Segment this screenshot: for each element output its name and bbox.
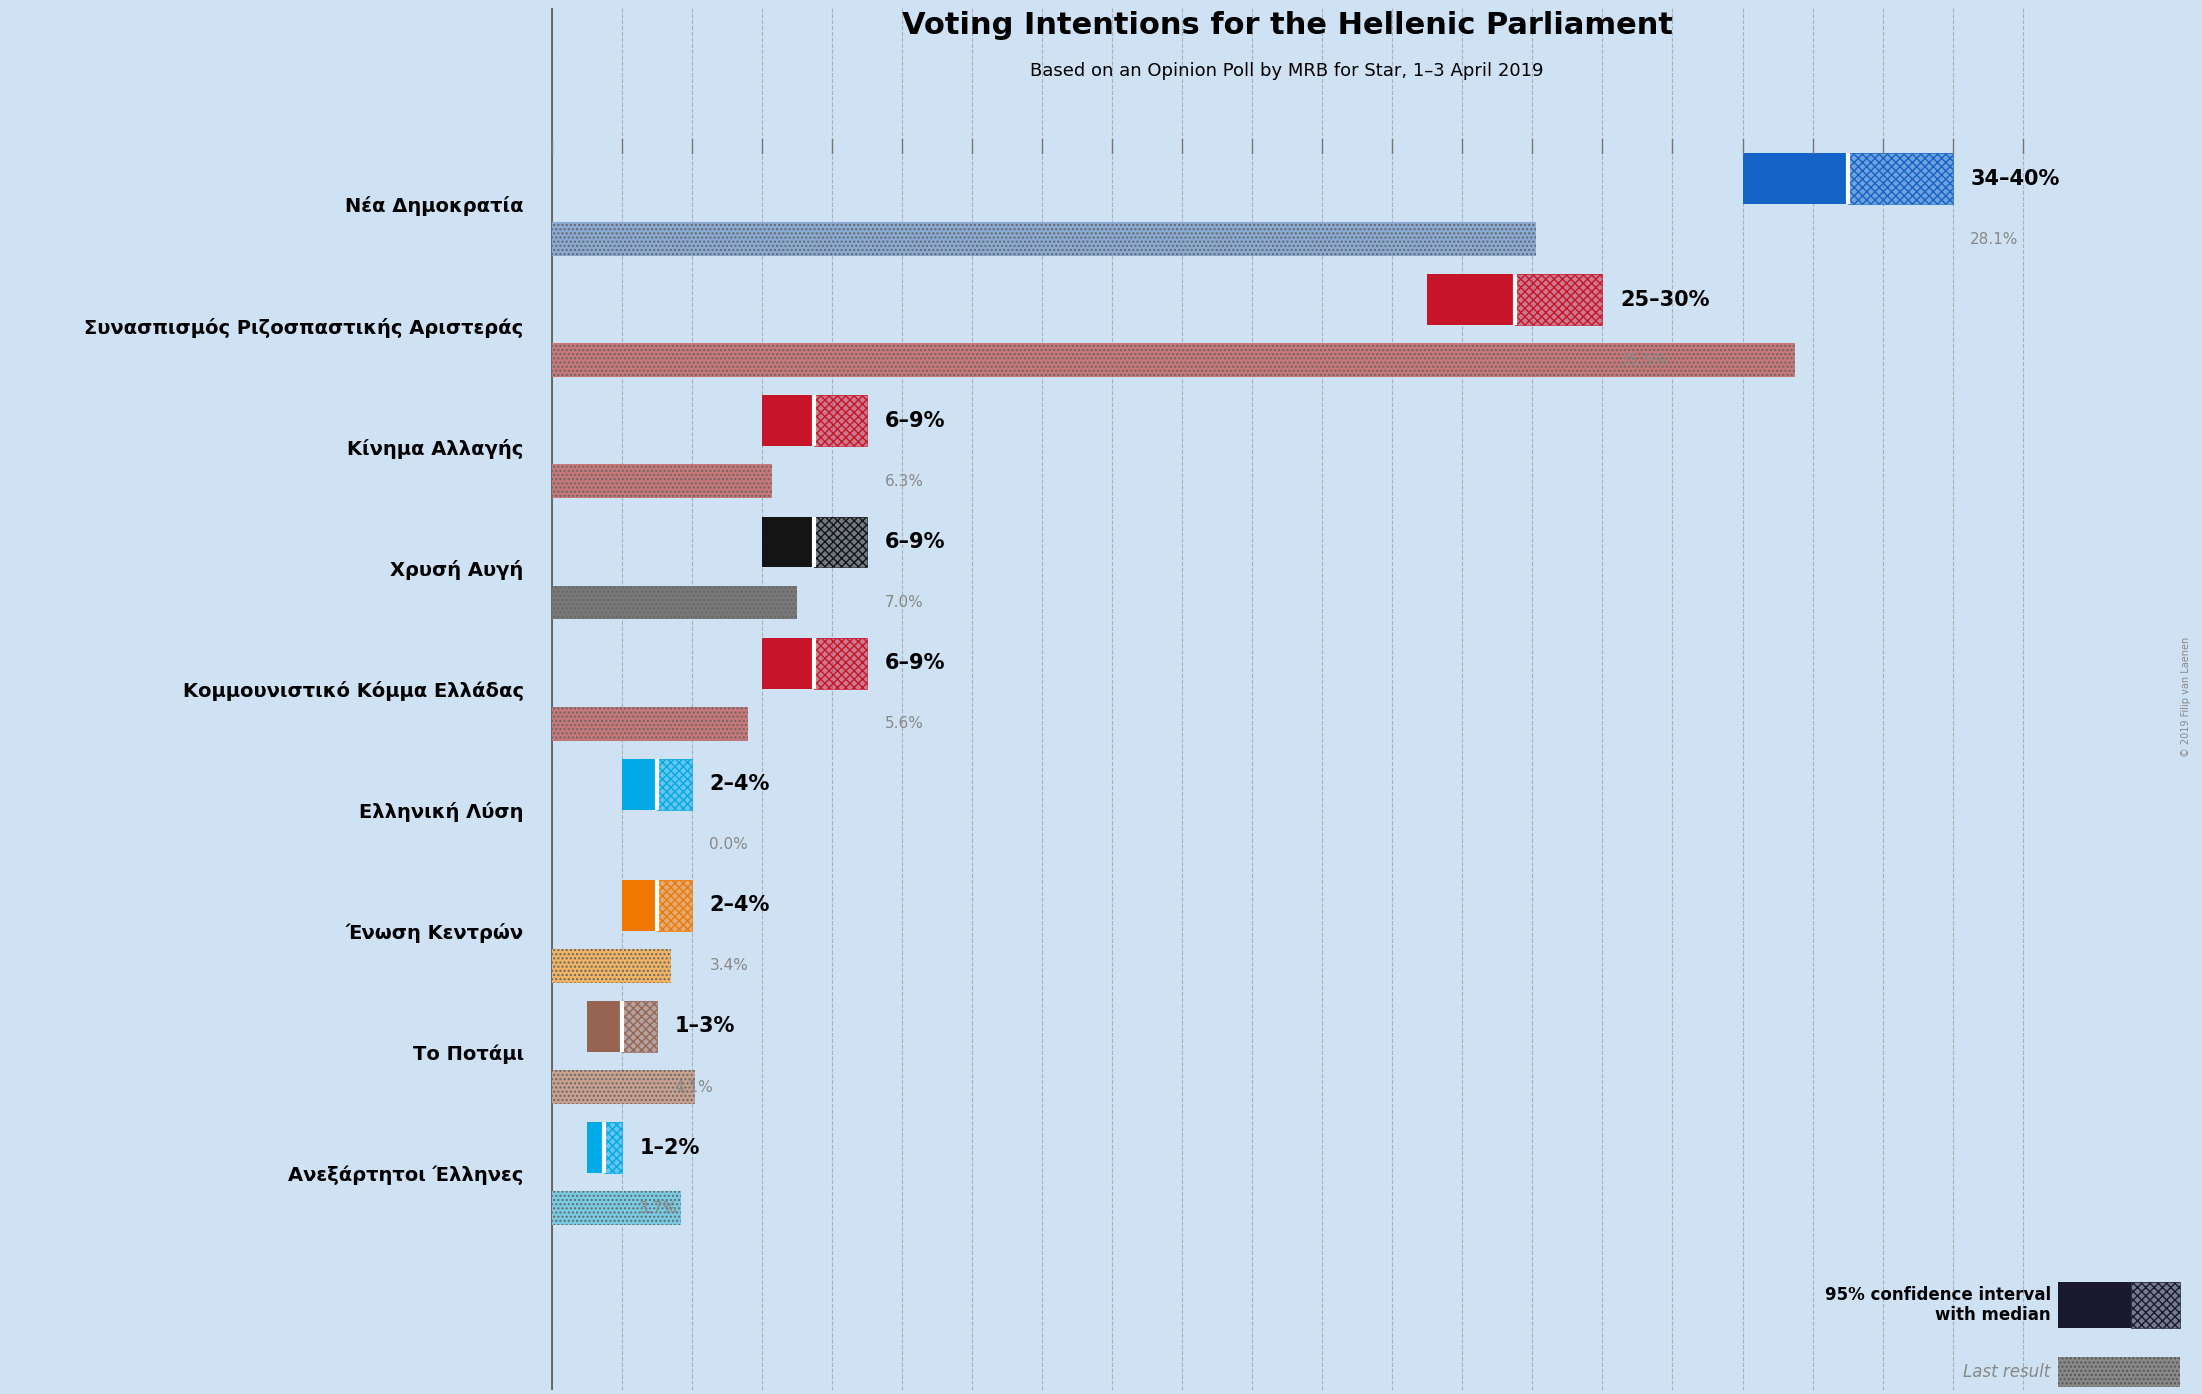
Bar bbox=[553, 949, 672, 983]
Bar bbox=[553, 1071, 696, 1104]
Bar bbox=[1742, 153, 1847, 204]
Text: Το Ποτάμι: Το Ποτάμι bbox=[412, 1044, 524, 1064]
Bar bbox=[553, 585, 797, 619]
Bar bbox=[621, 1001, 656, 1052]
Bar bbox=[603, 1122, 621, 1172]
Bar bbox=[553, 222, 1535, 256]
Bar bbox=[762, 396, 815, 446]
Text: Νέα Δημοκρατία: Νέα Δημοκρατία bbox=[346, 197, 524, 216]
Text: 0.0%: 0.0% bbox=[709, 838, 749, 852]
Text: 4.1%: 4.1% bbox=[674, 1079, 713, 1094]
Bar bbox=[2057, 1356, 2180, 1387]
Bar bbox=[815, 396, 868, 446]
Text: Κίνημα Αλλαγής: Κίνημα Αλλαγής bbox=[348, 439, 524, 459]
Bar bbox=[553, 949, 672, 983]
Bar bbox=[762, 637, 815, 689]
Text: 6.3%: 6.3% bbox=[885, 474, 923, 489]
Bar bbox=[553, 585, 797, 619]
Bar bbox=[586, 1122, 603, 1172]
Text: 1–2%: 1–2% bbox=[639, 1138, 700, 1157]
Bar bbox=[621, 758, 656, 810]
Text: 6–9%: 6–9% bbox=[885, 533, 945, 552]
Bar bbox=[553, 1192, 680, 1225]
Bar bbox=[815, 637, 868, 689]
Bar bbox=[553, 222, 1535, 256]
Bar bbox=[553, 707, 749, 740]
Bar bbox=[603, 1122, 621, 1172]
Bar bbox=[586, 1001, 621, 1052]
Text: 3.4%: 3.4% bbox=[709, 959, 749, 973]
Bar bbox=[656, 758, 691, 810]
Text: 25–30%: 25–30% bbox=[1621, 290, 1709, 309]
Text: 2–4%: 2–4% bbox=[709, 895, 771, 916]
Text: 34–40%: 34–40% bbox=[1971, 169, 2059, 188]
Bar bbox=[621, 880, 656, 931]
Text: 5.6%: 5.6% bbox=[885, 717, 923, 730]
Text: Last result: Last result bbox=[1964, 1363, 2050, 1380]
Bar bbox=[553, 1192, 680, 1225]
Bar bbox=[656, 758, 691, 810]
Bar bbox=[762, 517, 815, 567]
Bar bbox=[2057, 1356, 2180, 1387]
Text: Ανεξάρτητοι Έλληνες: Ανεξάρτητοι Έλληνες bbox=[288, 1165, 524, 1185]
Text: © 2019 Filip van Laenen: © 2019 Filip van Laenen bbox=[2180, 637, 2191, 757]
Bar bbox=[656, 880, 691, 931]
Bar bbox=[815, 637, 868, 689]
Bar bbox=[815, 517, 868, 567]
Bar bbox=[1847, 153, 1953, 204]
Text: Ελληνική Λύση: Ελληνική Λύση bbox=[359, 802, 524, 822]
Bar bbox=[2132, 1282, 2180, 1328]
Text: 35.5%: 35.5% bbox=[1621, 353, 1669, 368]
Bar bbox=[2057, 1282, 2132, 1328]
Text: 1–3%: 1–3% bbox=[674, 1016, 735, 1037]
Text: Συνασπισμός Ριζοσπαστικής Αριστεράς: Συνασπισμός Ριζοσπαστικής Αριστεράς bbox=[84, 318, 524, 337]
Text: Ένωση Κεντρών: Ένωση Κεντρών bbox=[346, 923, 524, 944]
Text: 7.0%: 7.0% bbox=[885, 595, 923, 611]
Bar bbox=[621, 1001, 656, 1052]
Text: Voting Intentions for the Hellenic Parliament: Voting Intentions for the Hellenic Parli… bbox=[903, 11, 1674, 40]
Text: 95% confidence interval
with median: 95% confidence interval with median bbox=[1825, 1285, 2050, 1324]
Bar bbox=[1515, 275, 1603, 325]
Bar bbox=[2132, 1282, 2180, 1328]
Bar bbox=[815, 517, 868, 567]
Bar bbox=[1427, 275, 1515, 325]
Text: Χρυσή Αυγή: Χρυσή Αυγή bbox=[390, 560, 524, 580]
Text: 28.1%: 28.1% bbox=[1971, 231, 2019, 247]
Text: 6–9%: 6–9% bbox=[885, 411, 945, 431]
Bar bbox=[815, 396, 868, 446]
Bar bbox=[553, 464, 773, 498]
Text: Κομμουνιστικό Κόμμα Ελλάδας: Κομμουνιστικό Κόμμα Ελλάδας bbox=[183, 680, 524, 701]
Bar bbox=[1515, 275, 1603, 325]
Text: 6–9%: 6–9% bbox=[885, 652, 945, 673]
Bar bbox=[553, 343, 1795, 378]
Text: 2–4%: 2–4% bbox=[709, 774, 771, 795]
Bar bbox=[553, 707, 749, 740]
Bar bbox=[553, 464, 773, 498]
Bar bbox=[656, 880, 691, 931]
Text: Based on an Opinion Poll by MRB for Star, 1–3 April 2019: Based on an Opinion Poll by MRB for Star… bbox=[1031, 63, 1544, 81]
Bar bbox=[553, 1071, 696, 1104]
Bar bbox=[1847, 153, 1953, 204]
Text: 3.7%: 3.7% bbox=[639, 1200, 678, 1216]
Bar bbox=[553, 343, 1795, 378]
